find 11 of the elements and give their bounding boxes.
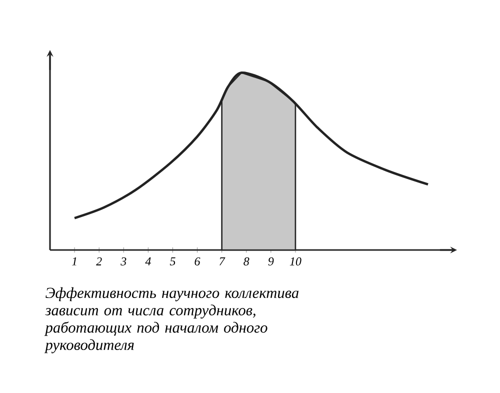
x-tick-label: 4 [145, 257, 151, 266]
x-tick-label: 9 [268, 257, 274, 266]
x-tick-label: 8 [244, 257, 250, 266]
x-tick-label: 6 [194, 257, 200, 266]
x-tick-label: 10 [290, 257, 302, 266]
text: Эффективность научного коллектива зависит от числа сотрудников, работающих под началом одного руководителя [44, 287, 299, 354]
x-tick-label: 5 [170, 257, 176, 266]
x-tick-label: 3 [120, 257, 126, 266]
x-tick-label: 7 [220, 257, 226, 266]
x-tick-label: 1 [72, 257, 76, 266]
x-tick-label: 2 [96, 257, 102, 266]
